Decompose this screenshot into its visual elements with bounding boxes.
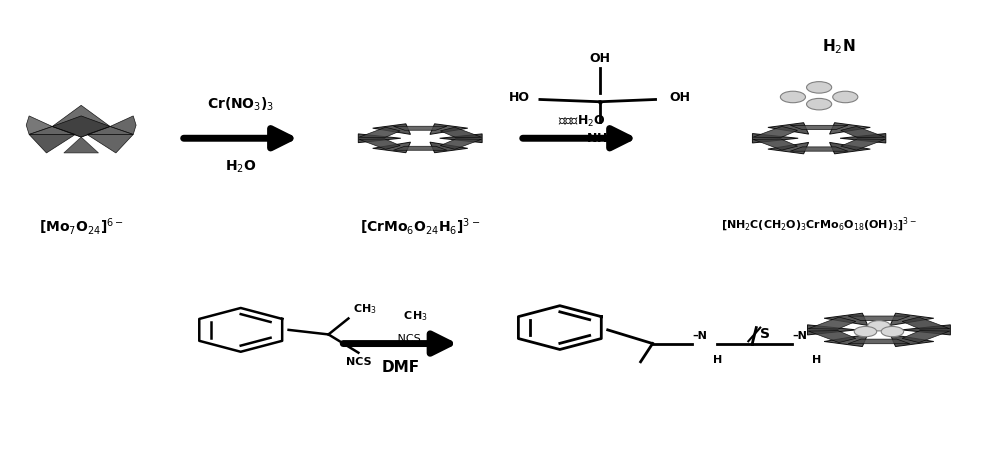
Polygon shape [790,125,848,129]
Polygon shape [768,123,809,134]
Polygon shape [841,139,885,150]
Text: NCS: NCS [346,357,371,367]
Polygon shape [358,134,401,143]
Polygon shape [808,317,856,329]
Polygon shape [848,339,910,344]
Polygon shape [52,105,110,137]
Polygon shape [29,134,75,153]
Polygon shape [752,134,798,143]
Polygon shape [840,134,886,143]
Text: –N: –N [792,331,807,341]
Text: H: H [812,355,822,365]
Text: NCS: NCS [380,335,421,344]
Polygon shape [830,123,870,134]
Text: S: S [760,327,770,341]
Polygon shape [373,124,410,134]
Circle shape [833,91,858,103]
Polygon shape [393,146,447,150]
Text: 水热、H$_2$O: 水热、H$_2$O [558,114,606,129]
Text: HO: HO [509,91,530,104]
Polygon shape [87,134,133,153]
Polygon shape [753,126,798,138]
Text: H$_2$N: H$_2$N [822,38,856,56]
Polygon shape [768,142,809,154]
Polygon shape [440,134,482,143]
Polygon shape [26,116,52,134]
Polygon shape [359,127,400,138]
Polygon shape [902,317,950,329]
Text: [Mo$_7$O$_{24}$]$^{6-}$: [Mo$_7$O$_{24}$]$^{6-}$ [39,216,124,237]
Polygon shape [890,313,934,325]
Text: DMF: DMF [381,359,419,375]
Circle shape [881,326,904,337]
Polygon shape [902,330,950,342]
Text: [CrMo$_6$O$_{24}$H$_6$]$^{3-}$: [CrMo$_6$O$_{24}$H$_6$]$^{3-}$ [360,216,480,237]
Circle shape [854,326,877,337]
Circle shape [780,91,805,103]
Circle shape [807,98,832,110]
Polygon shape [807,325,857,335]
Polygon shape [841,126,885,138]
Polygon shape [440,127,482,138]
Polygon shape [790,147,848,151]
Polygon shape [753,139,798,150]
Polygon shape [64,137,99,153]
Text: NH$_2$: NH$_2$ [586,131,613,146]
Text: H: H [713,355,722,365]
Polygon shape [440,139,482,149]
Circle shape [868,321,890,331]
Text: H$_2$O: H$_2$O [225,159,256,175]
Polygon shape [373,142,410,153]
Polygon shape [824,334,868,347]
Text: OH: OH [589,52,610,65]
Polygon shape [359,139,400,149]
Polygon shape [824,313,868,325]
Polygon shape [87,127,133,134]
Polygon shape [29,127,75,134]
Polygon shape [393,126,447,130]
Text: CH$_3$: CH$_3$ [373,309,428,323]
Polygon shape [830,142,870,154]
Polygon shape [430,124,468,134]
Text: Cr(NO$_3$)$_3$: Cr(NO$_3$)$_3$ [207,96,274,113]
Text: OH: OH [670,91,691,104]
Polygon shape [808,330,856,342]
Text: [NH$_2$C(CH$_2$O)$_3$CrMo$_6$O$_{18}$(OH)$_3$]$^{3-}$: [NH$_2$C(CH$_2$O)$_3$CrMo$_6$O$_{18}$(OH… [721,216,917,234]
Polygon shape [430,142,468,153]
Circle shape [807,82,832,93]
Text: –N: –N [692,331,707,341]
Text: CH$_3$: CH$_3$ [353,302,377,316]
Polygon shape [848,316,910,321]
Polygon shape [110,116,136,134]
Polygon shape [901,325,950,335]
Polygon shape [52,116,110,137]
Polygon shape [890,334,934,347]
